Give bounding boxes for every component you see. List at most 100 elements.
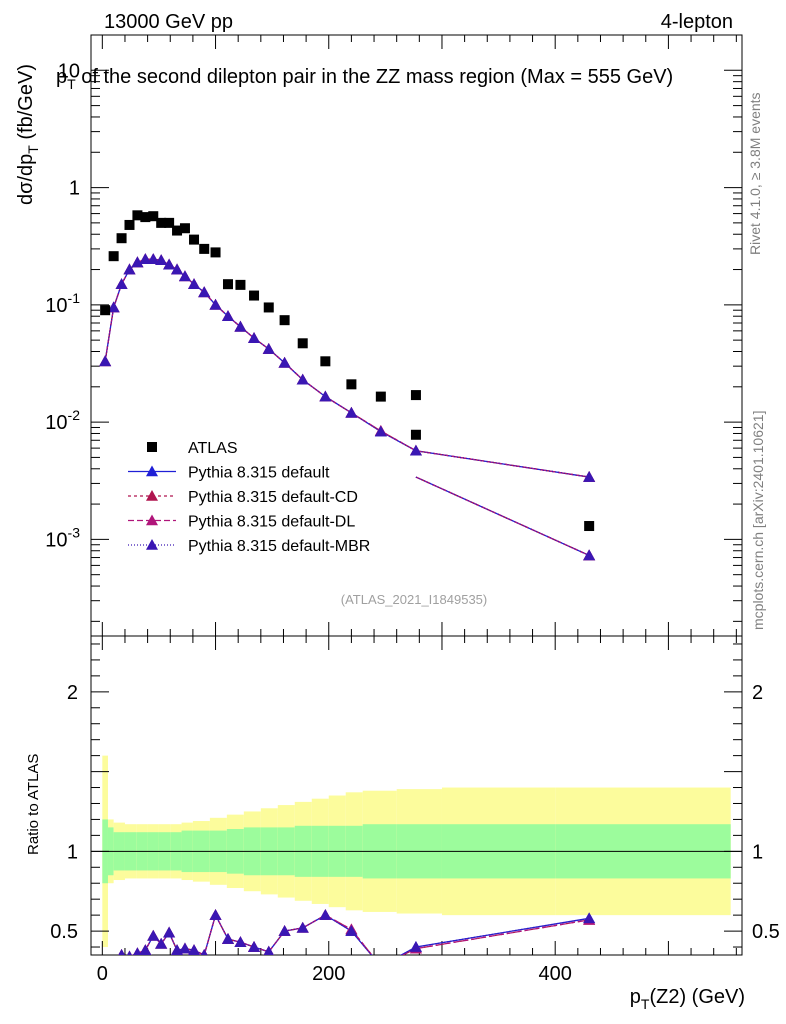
mc-point-mbr (278, 356, 291, 368)
mc-point-mbr (345, 406, 358, 418)
atlas-point (199, 243, 210, 254)
ratio-frame (90, 635, 743, 956)
ratio-point-mbr (118, 949, 125, 955)
legend-marker-dl (146, 514, 158, 526)
mc-point-mbr (123, 263, 136, 275)
atlas-point (172, 225, 183, 236)
main-panel: 10-3 10-2 10-1 1 10 (45, 34, 743, 637)
legend-label-default: Pythia 8.315 default (188, 465, 330, 482)
mc-point-mbr (188, 278, 201, 289)
ratio-y-tick-label: 2 (67, 682, 78, 704)
ratio-curves (118, 909, 596, 971)
mc-point-mbr (262, 343, 275, 354)
mc-point-mbr (131, 256, 144, 268)
mc-line-default (104, 258, 590, 478)
mc-point-mbr (107, 301, 120, 313)
legend-label-dl: Pythia 8.315 default-DL (188, 514, 355, 531)
ratio-point-mbr (248, 941, 261, 952)
ratio-y-tick-label-right: 1 (752, 841, 763, 863)
mc-point-mbr (248, 332, 261, 343)
ratio-point-mbr (178, 942, 191, 954)
ratio-line-dl (121, 913, 590, 955)
mc-point-mbr (139, 253, 152, 265)
mc-tail-dl (415, 476, 590, 557)
ratio-point-mbr (296, 921, 309, 933)
x-tick-label: 200 (312, 963, 345, 985)
ratio-point-mbr (147, 929, 160, 941)
mc-point-mbr (198, 286, 211, 298)
atlas-point (235, 279, 246, 290)
ratio-y-axis-label: Ratio to ATLAS (25, 754, 42, 855)
atlas-point (249, 290, 260, 301)
ratio-y-tick-label-right: 2 (752, 682, 763, 704)
y-tick-label: 1 (69, 178, 80, 200)
x-tick-label: 400 (539, 963, 572, 985)
y-tick-label: 10-3 (45, 524, 80, 551)
x-tick-label: 0 (97, 963, 108, 985)
ratio-y-tick-label: 1 (67, 841, 78, 863)
mc-line-mbr (104, 258, 590, 478)
ratio-point-mbr (209, 909, 222, 920)
ratio-point-mbr (155, 937, 168, 949)
process-label: 4-lepton (661, 11, 733, 33)
atlas-point (189, 234, 200, 245)
ratio-point-mbr (139, 944, 152, 955)
mc-point-mbr (234, 320, 247, 332)
ratio-point-mbr (221, 933, 234, 944)
atlas-point (140, 212, 151, 223)
mc-point-mbr (171, 263, 184, 275)
atlas-point (410, 429, 421, 440)
legend-marker-cd (146, 490, 158, 501)
legend-marker-atlas (147, 442, 157, 452)
ratio-point-cd (375, 960, 387, 971)
main-y-axis-label: dσ/dpT (fb/GeV) (15, 64, 41, 205)
mc-point-mbr (319, 390, 332, 402)
energy-label: 13000 GeV pp (104, 11, 233, 33)
ratio-panel: 0 200 400 0.5 0.5 1 1 2 2 (50, 635, 780, 985)
analysis-label: (ATLAS_2021_I1849535) (341, 592, 487, 607)
atlas-point (156, 217, 167, 228)
atlas-point (410, 390, 421, 401)
mc-point-mbr (209, 298, 222, 310)
ratio-point-mbr (188, 944, 201, 955)
atlas-point (148, 211, 159, 222)
legend-label-atlas: ATLAS (188, 440, 238, 457)
atlas-point (210, 247, 221, 258)
ratio-point-mbr (127, 950, 132, 955)
ratio-point-default (375, 960, 387, 971)
atlas-point (124, 219, 135, 230)
ratio-point-mbr (319, 909, 332, 920)
ratio-point-mbr (133, 947, 142, 955)
atlas-point (222, 279, 233, 290)
ratio-point-mbr (278, 925, 291, 936)
ratio-point-mbr (583, 912, 596, 924)
atlas-point (100, 305, 111, 316)
ratio-point-mbr (234, 936, 247, 948)
mc-line-cd (104, 258, 590, 478)
ratio-point-mbr (200, 949, 208, 955)
atlas-point (116, 233, 127, 244)
mc-point-mbr (163, 258, 176, 270)
ratio-point-mbr (345, 925, 358, 936)
mc-point-mbr (115, 278, 128, 289)
ratio-point-mbr (409, 941, 422, 952)
atlas-point (375, 391, 386, 402)
atlas-point (164, 217, 175, 228)
atlas-point (263, 302, 274, 313)
y-tick-label: 10-1 (45, 290, 80, 317)
atlas-point (320, 356, 331, 367)
mc-point-mbr (155, 254, 168, 266)
mc-point-mbr (583, 471, 596, 482)
ratio-line-default (121, 913, 590, 955)
mc-point-mbr (221, 310, 234, 322)
y-tick-label: 10-2 (45, 407, 80, 434)
plot-title: pT of the second dilepton pair in the ZZ… (56, 66, 673, 92)
ratio-line-cd (121, 913, 590, 955)
ratio-point-mbr (163, 926, 176, 938)
atlas-point (132, 210, 143, 221)
ratio-point-mbr (375, 960, 387, 971)
atlas-point (346, 379, 357, 390)
mc-point-mbr (178, 270, 191, 282)
ratio-y-tick-label-right: 0.5 (752, 921, 780, 943)
